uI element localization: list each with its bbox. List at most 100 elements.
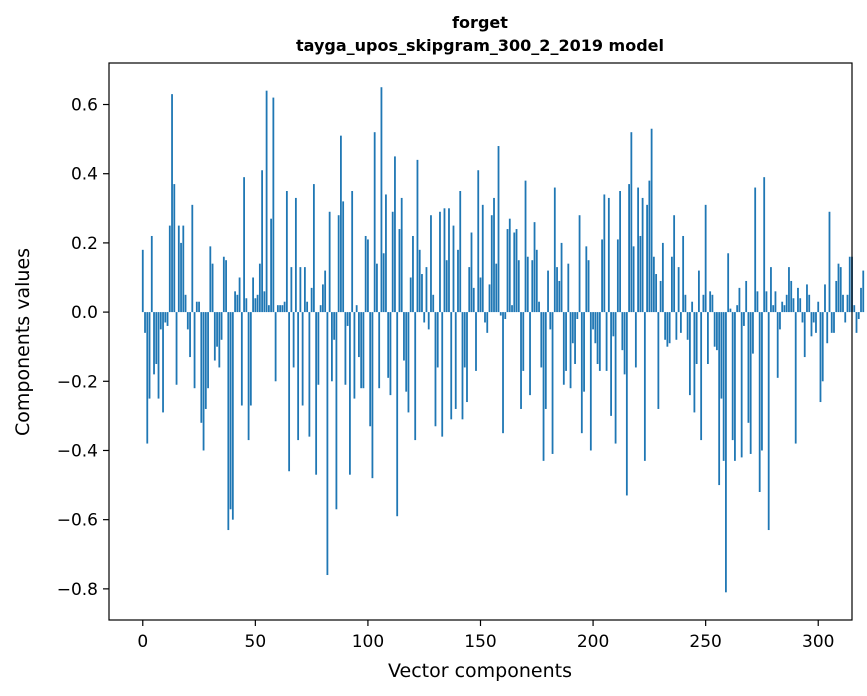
bar-241 <box>684 294 687 313</box>
bar-295 <box>806 284 808 313</box>
bar-287 <box>788 267 790 313</box>
bar-273 <box>756 291 759 313</box>
bar-65 <box>288 312 291 472</box>
bar-313 <box>846 294 849 313</box>
bar-305 <box>828 211 831 313</box>
bar-118 <box>407 312 410 413</box>
bar-248 <box>700 312 703 441</box>
bar-235 <box>670 256 673 313</box>
bar-47 <box>247 312 250 441</box>
bar-161 <box>504 312 507 320</box>
bar-221 <box>639 235 642 313</box>
bar-275 <box>761 312 763 451</box>
bar-115 <box>400 197 403 313</box>
bar-106 <box>380 87 383 313</box>
bar-277 <box>765 291 768 313</box>
bar-69 <box>297 312 300 441</box>
bar-135 <box>445 260 448 313</box>
bar-311 <box>842 294 844 313</box>
bar-24 <box>195 301 198 313</box>
bar-78 <box>317 312 320 385</box>
bar-259 <box>725 312 727 593</box>
bar-234 <box>668 312 671 344</box>
bar-9 <box>162 312 164 413</box>
bar-151 <box>481 204 484 313</box>
bar-225 <box>648 180 651 313</box>
bar-165 <box>513 232 516 313</box>
bar-290 <box>794 312 797 444</box>
bar-110 <box>389 312 392 396</box>
y-tick-label: 0.6 <box>71 96 98 116</box>
bar-162 <box>506 229 509 313</box>
bar-57 <box>270 218 273 313</box>
bar-126 <box>425 267 428 313</box>
bar-174 <box>533 222 536 313</box>
bar-148 <box>475 312 477 371</box>
y-axis-ticks: −0.8 −0.6 −0.4 −0.2 0.0 0.2 0.4 0.6 <box>57 96 109 600</box>
bar-282 <box>776 312 779 378</box>
bar-201 <box>594 312 597 344</box>
bar-94 <box>353 312 356 399</box>
bar-285 <box>783 305 786 313</box>
bar-157 <box>495 263 498 313</box>
bar-252 <box>709 291 712 313</box>
bar-268 <box>745 280 748 313</box>
bar-239 <box>679 312 682 333</box>
bar-82 <box>326 312 329 576</box>
bar-144 <box>466 312 468 403</box>
bar-11 <box>166 312 169 326</box>
bar-114 <box>398 229 401 313</box>
bar-17 <box>180 242 182 313</box>
bar-139 <box>454 312 457 409</box>
bar-309 <box>837 263 840 313</box>
bar-121 <box>414 312 417 441</box>
bar-104 <box>376 263 378 313</box>
bar-91 <box>346 312 349 326</box>
bar-60 <box>276 305 279 313</box>
bar-31 <box>211 263 214 313</box>
bar-87 <box>337 215 340 313</box>
bar-112 <box>394 156 396 313</box>
bar-127 <box>427 312 430 330</box>
bar-219 <box>634 312 637 368</box>
bar-130 <box>434 312 437 427</box>
bar-233 <box>666 312 669 347</box>
bar-140 <box>457 249 459 313</box>
bar-185 <box>558 280 561 313</box>
bar-269 <box>747 312 750 423</box>
bar-283 <box>779 312 781 330</box>
bar-306 <box>830 312 833 333</box>
y-tick-label: 0.4 <box>71 165 98 185</box>
x-tick-label: 250 <box>689 632 721 652</box>
x-tick-label: 150 <box>464 632 496 652</box>
bar-70 <box>299 267 302 313</box>
bar-152 <box>484 312 486 323</box>
bar-181 <box>549 312 552 330</box>
bar-173 <box>531 260 534 313</box>
bar-266 <box>740 312 743 458</box>
bar-299 <box>815 312 817 333</box>
bar-0 <box>141 249 144 313</box>
bar-319 <box>860 287 862 313</box>
bar-52 <box>258 263 261 313</box>
bar-276 <box>763 177 766 313</box>
bar-226 <box>650 128 653 313</box>
bar-263 <box>734 312 736 461</box>
bar-99 <box>364 235 367 313</box>
bar-163 <box>508 218 511 313</box>
bar-310 <box>839 267 842 313</box>
y-tick-label: −0.8 <box>57 580 98 600</box>
bar-124 <box>421 274 423 313</box>
bar-27 <box>202 312 205 451</box>
x-tick-label: 50 <box>245 632 267 652</box>
bar-167 <box>517 260 520 313</box>
bar-179 <box>544 312 547 409</box>
bar-85 <box>333 312 336 340</box>
bar-153 <box>486 312 489 333</box>
bar-176 <box>538 301 540 313</box>
bar-56 <box>267 305 270 313</box>
bar-160 <box>502 312 504 434</box>
bar-143 <box>463 312 466 368</box>
bars-group <box>141 87 865 593</box>
bar-190 <box>569 312 572 389</box>
